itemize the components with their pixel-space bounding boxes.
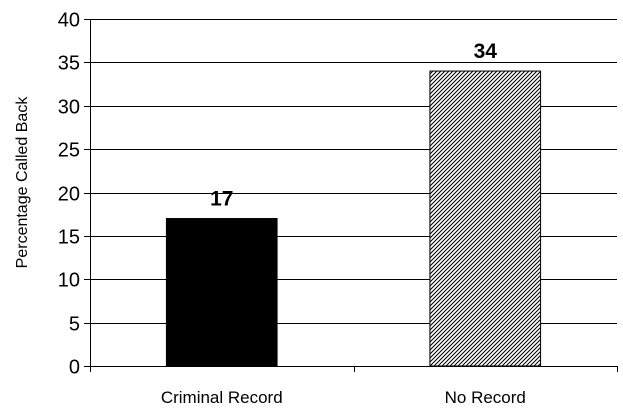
x-category-label: No Record bbox=[445, 388, 526, 407]
labels: 0 5 10 15 20 25 30 35 40 17 Criminal Record 34 No Re… bbox=[58, 10, 526, 408]
y-tick-label: 40 bbox=[58, 10, 80, 32]
y-tick-label: 30 bbox=[58, 97, 80, 119]
x-category-label: Criminal Record bbox=[161, 388, 283, 407]
bar-no-record bbox=[429, 70, 542, 367]
y-tick-label: 25 bbox=[58, 140, 80, 162]
y-tick-label: 10 bbox=[58, 270, 80, 292]
y-tick-label: 15 bbox=[58, 227, 80, 249]
y-tick-label: 35 bbox=[58, 53, 80, 75]
bar-criminal-record bbox=[165, 218, 278, 367]
y-tick-label: 5 bbox=[69, 314, 80, 336]
bars bbox=[165, 70, 542, 367]
y-axis-title: Percentage Called Back bbox=[14, 96, 31, 269]
data-label: 34 bbox=[474, 40, 498, 63]
y-tick-label: 0 bbox=[69, 357, 80, 379]
y-tick-label: 20 bbox=[58, 184, 80, 206]
data-label: 17 bbox=[210, 188, 233, 211]
